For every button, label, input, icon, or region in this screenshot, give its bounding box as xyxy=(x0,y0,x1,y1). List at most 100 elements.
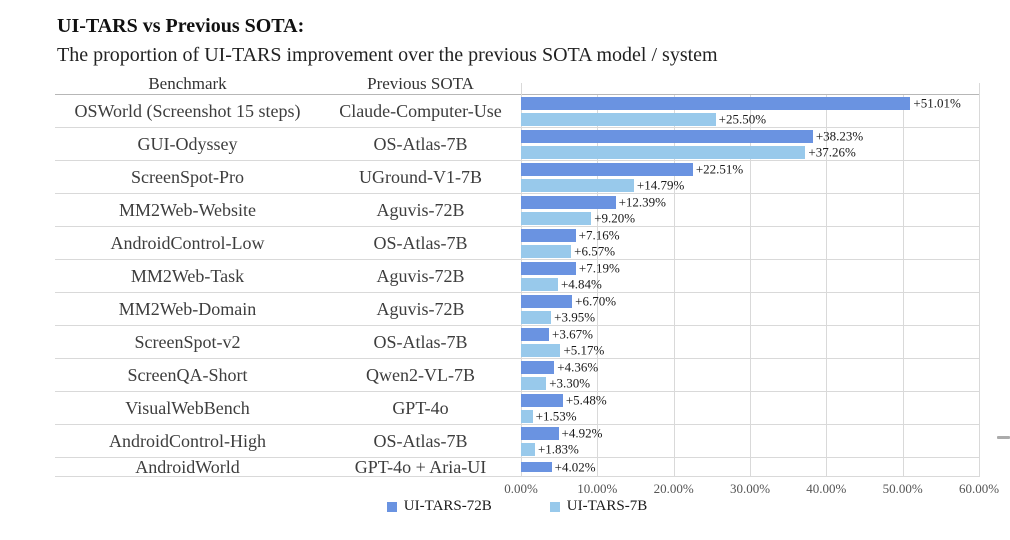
bar-group: +3.67% +5.17% xyxy=(521,326,979,358)
x-axis-tick-label: 40.00% xyxy=(806,481,847,496)
bar-value-label: +5.17% xyxy=(563,342,605,358)
benchmark-label: AndroidWorld xyxy=(135,456,240,477)
bar-value-label: +25.50% xyxy=(718,111,767,127)
table-row: ScreenQA-Short Qwen2-VL-7B +4.36% +3.30% xyxy=(55,359,979,392)
bar-ui-tars-7b: +3.30% xyxy=(521,376,590,390)
bar-value-label: +51.01% xyxy=(913,95,961,111)
bar-value-label: +14.79% xyxy=(636,177,685,193)
bar-ui-tars-72b: +12.39% xyxy=(521,195,666,209)
bar-value-label: +1.83% xyxy=(537,441,579,457)
bar-value-label: +7.19% xyxy=(578,260,620,276)
bar-value-label: +9.20% xyxy=(594,210,636,226)
bar-group: +5.48% +1.53% xyxy=(521,392,979,424)
bar-value-label: +38.23% xyxy=(815,128,864,144)
table-row: AndroidControl-High OS-Atlas-7B +4.92% +1.8… xyxy=(55,425,979,458)
bar-value-label: +3.95% xyxy=(554,309,596,325)
table-row: ScreenSpot-v2 OS-Atlas-7B +3.67% +5.17% xyxy=(55,326,979,359)
benchmark-label: MM2Web-Task xyxy=(130,265,245,286)
previous-sota-column-header: Previous SOTA xyxy=(367,74,474,93)
legend-item-ui-tars-72b: UI-TARS-72B xyxy=(386,498,492,515)
previous-sota-label: Aguvis-72B xyxy=(376,199,465,220)
previous-sota-label: GPT-4o + Aria-UI xyxy=(354,456,487,477)
bar-ui-tars-7b: +1.83% xyxy=(521,442,579,456)
bar-value-label: +4.36% xyxy=(557,359,599,375)
bar-ui-tars-7b: +3.95% xyxy=(521,310,595,324)
previous-sota-label: Qwen2-VL-7B xyxy=(366,364,475,385)
chart-rows: OSWorld (Screenshot 15 steps) Claude-Comp… xyxy=(55,83,980,477)
table-row: VisualWebBench GPT-4o +5.48% +1.53% xyxy=(55,392,979,425)
benchmark-label: ScreenSpot-Pro xyxy=(131,166,244,187)
legend-swatch-ui-tars-7b-icon xyxy=(549,501,560,512)
bar-group: +22.51% +14.79% xyxy=(521,161,979,193)
table-row: GUI-Odyssey OS-Atlas-7B +38.23% +37.26% xyxy=(55,128,979,161)
previous-sota-label: OS-Atlas-7B xyxy=(373,133,468,154)
legend-item-ui-tars-7b: UI-TARS-7B xyxy=(549,498,648,515)
table-row: MM2Web-Website Aguvis-72B +12.39% +9.20% xyxy=(55,194,979,227)
bar-ui-tars-72b: +7.19% xyxy=(521,261,620,275)
bar-ui-tars-7b: +1.53% xyxy=(521,409,577,423)
bar-ui-tars-72b: +7.16% xyxy=(521,228,620,242)
bar-ui-tars-72b: +5.48% xyxy=(521,393,607,407)
bar-value-label: +3.67% xyxy=(552,326,593,342)
table-row: MM2Web-Task Aguvis-72B +7.19% +4.84% xyxy=(55,260,979,293)
bar-ui-tars-72b: +22.51% xyxy=(521,162,743,176)
bar-value-label: +1.53% xyxy=(535,408,577,424)
table-row: AndroidControl-Low OS-Atlas-7B +7.16% +6.57… xyxy=(55,227,979,260)
table-row: MM2Web-Domain Aguvis-72B +6.70% +3.95% xyxy=(55,293,979,326)
bar-group: +51.01% +25.50% xyxy=(521,95,979,127)
page-subtitle: The proportion of UI-TARS improvement ov… xyxy=(57,44,718,66)
benchmark-column-header: Benchmark xyxy=(148,74,227,93)
legend-swatch-ui-tars-72b-icon xyxy=(386,501,397,512)
edge-dash-mark xyxy=(997,436,1010,439)
x-axis-tick-label: 60.00% xyxy=(958,481,1000,496)
benchmark-label: MM2Web-Domain xyxy=(118,298,257,319)
x-axis-tick-label: 30.00% xyxy=(729,481,771,496)
bar-ui-tars-72b: +38.23% xyxy=(521,129,863,143)
bar-group: +7.19% +4.84% xyxy=(521,260,979,292)
bar-value-label: +37.26% xyxy=(808,144,856,160)
bar-group: +4.02% xyxy=(521,458,979,476)
bar-ui-tars-7b: +4.84% xyxy=(521,277,602,291)
bar-group: +6.70% +3.95% xyxy=(521,293,979,325)
bar-ui-tars-72b: +3.67% xyxy=(521,327,593,341)
benchmark-label: VisualWebBench xyxy=(125,397,250,418)
bar-ui-tars-7b: +25.50% xyxy=(521,112,766,126)
bar-ui-tars-72b: +4.02% xyxy=(521,461,596,474)
previous-sota-label: Claude-Computer-Use xyxy=(339,100,502,121)
x-axis-tick-label: 50.00% xyxy=(882,481,923,496)
legend-label-ui-tars-7b: UI-TARS-7B xyxy=(566,498,648,514)
bar-group: +4.36% +3.30% xyxy=(521,359,979,391)
gridline xyxy=(979,83,980,477)
previous-sota-label: Aguvis-72B xyxy=(376,265,465,286)
previous-sota-label: OS-Atlas-7B xyxy=(373,232,468,253)
table-row: AndroidWorld GPT-4o + Aria-UI +4.02% xyxy=(55,456,979,477)
bar-group: +4.92% +1.83% xyxy=(521,425,979,457)
previous-sota-label: UGround-V1-7B xyxy=(359,166,482,187)
bar-ui-tars-72b: +4.36% xyxy=(521,360,598,374)
legend-label-ui-tars-72b: UI-TARS-72B xyxy=(403,498,492,514)
benchmark-label: OSWorld (Screenshot 15 steps) xyxy=(74,100,301,121)
benchmark-label: AndroidControl-High xyxy=(109,430,266,451)
bar-value-label: +5.48% xyxy=(565,392,607,408)
benchmark-label: ScreenQA-Short xyxy=(127,364,248,385)
bar-group: +12.39% +9.20% xyxy=(521,194,979,226)
table-row: OSWorld (Screenshot 15 steps) Claude-Comp… xyxy=(55,95,979,128)
chart-legend: UI-TARS-72B UI-TARS-7B xyxy=(55,498,979,515)
previous-sota-label: Aguvis-72B xyxy=(376,298,465,319)
bar-ui-tars-72b: +4.92% xyxy=(521,426,602,440)
bar-ui-tars-7b: +5.17% xyxy=(521,343,604,357)
bar-group: +38.23% +37.26% xyxy=(521,128,979,160)
bar-ui-tars-7b: +6.57% xyxy=(521,244,615,258)
bar-value-label: +4.92% xyxy=(561,425,603,441)
bar-ui-tars-72b: +6.70% xyxy=(521,294,616,308)
bar-ui-tars-7b: +9.20% xyxy=(521,211,635,225)
previous-sota-label: OS-Atlas-7B xyxy=(373,331,468,352)
table-row: ScreenSpot-Pro UGround-V1-7B +22.51% +14.79… xyxy=(55,161,979,194)
previous-sota-label: OS-Atlas-7B xyxy=(373,430,468,451)
benchmark-label: MM2Web-Website xyxy=(118,199,257,220)
previous-sota-label: GPT-4o xyxy=(392,397,449,418)
x-axis-tick-label: 10.00% xyxy=(577,481,618,496)
bar-value-label: +4.84% xyxy=(560,276,602,292)
bar-value-label: +4.02% xyxy=(554,459,596,475)
bar-value-label: +12.39% xyxy=(618,194,666,210)
